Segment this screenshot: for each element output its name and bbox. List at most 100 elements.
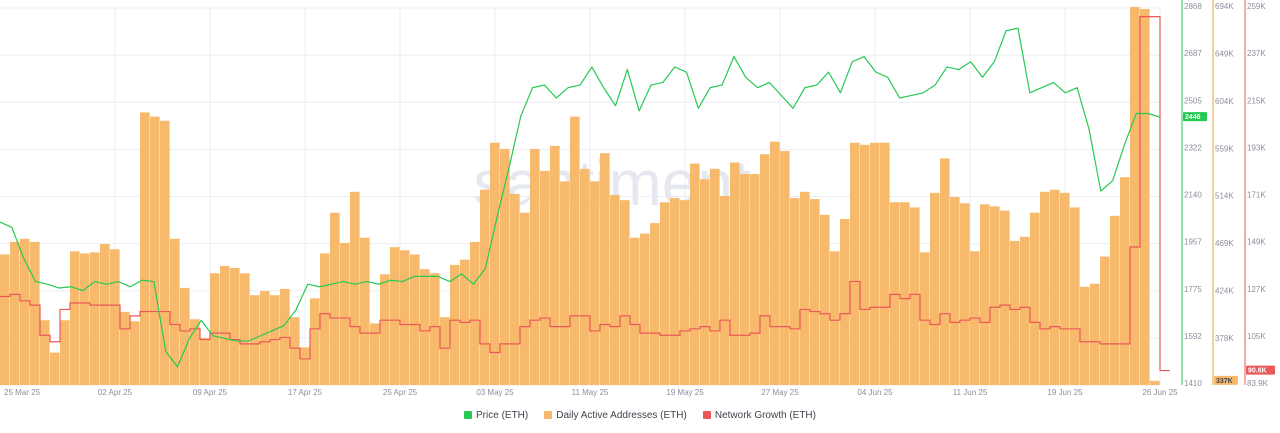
daa-bar xyxy=(940,158,950,385)
daa-bar xyxy=(390,247,400,385)
daa-bar xyxy=(820,214,830,385)
daa-bar xyxy=(1060,192,1070,385)
daa-bar xyxy=(1100,256,1110,385)
legend-item-price[interactable]: Price (ETH) xyxy=(464,410,528,421)
daa-bar xyxy=(570,116,580,386)
daa-bar xyxy=(620,200,630,385)
daa-bar xyxy=(1120,177,1130,385)
growth-axis-tick: 237K xyxy=(1247,49,1266,58)
growth-axis-tick: 83.9K xyxy=(1247,379,1269,388)
daa-bar xyxy=(650,223,660,385)
daa-axis-tick: 694K xyxy=(1215,2,1234,11)
daa-bar xyxy=(240,273,250,385)
daa-axis-tick: 469K xyxy=(1215,239,1234,248)
daa-bar xyxy=(590,181,600,385)
price-axis-tick: 1775 xyxy=(1184,285,1202,294)
daa-bar xyxy=(250,295,260,385)
daa-bar xyxy=(100,244,110,385)
daa-swatch-icon xyxy=(544,411,553,419)
growth-axis-current-value: 90.6K xyxy=(1248,368,1267,375)
daa-bar xyxy=(80,253,90,385)
daa-axis-tick: 559K xyxy=(1215,144,1234,153)
daa-bar xyxy=(70,251,80,385)
daa-bar xyxy=(630,237,640,385)
growth-axis-tick: 127K xyxy=(1247,285,1266,294)
daa-bar xyxy=(920,252,930,385)
daa-bar xyxy=(560,181,570,385)
daa-bar xyxy=(1050,189,1060,385)
daa-bar xyxy=(1030,212,1040,385)
daa-bar xyxy=(750,174,760,385)
daa-bar xyxy=(1150,380,1160,385)
daa-bar xyxy=(1070,207,1080,385)
x-tick-label: 27 May 25 xyxy=(761,388,799,397)
daa-bar xyxy=(810,199,820,385)
legend-item-daa[interactable]: Daily Active Addresses (ETH) xyxy=(544,410,687,421)
legend-item-growth[interactable]: Network Growth (ETH) xyxy=(702,409,816,421)
daa-bar xyxy=(320,253,330,385)
legend-label-price: Price (ETH) xyxy=(476,409,529,421)
legend-label-growth: Network Growth (ETH) xyxy=(714,409,816,421)
daa-axis-current-badge xyxy=(1214,375,1238,385)
daa-bar xyxy=(740,174,750,385)
price-axis-tick: 2322 xyxy=(1184,143,1202,152)
daa-bar xyxy=(790,198,800,385)
daa-bar xyxy=(60,320,70,385)
daa-bar xyxy=(950,197,960,385)
daa-bar xyxy=(10,241,20,385)
daa-bar xyxy=(720,195,730,385)
growth-axis-tick: 193K xyxy=(1247,143,1266,152)
daa-bar xyxy=(50,352,60,385)
daa-bar xyxy=(300,347,310,385)
daa-bar xyxy=(500,148,510,385)
daa-bar xyxy=(400,250,410,385)
daa-bar xyxy=(120,311,130,385)
daa-bar xyxy=(880,142,890,385)
daa-bar xyxy=(890,202,900,385)
daa-bar xyxy=(1010,240,1020,385)
price-axis-tick: 1957 xyxy=(1184,238,1202,247)
daa-bar xyxy=(1130,6,1140,386)
price-axis-tick: 1592 xyxy=(1184,332,1202,341)
daa-bar xyxy=(1090,283,1100,385)
daa-bar xyxy=(310,298,320,385)
daa-bar xyxy=(20,238,30,385)
daa-bar xyxy=(680,200,690,385)
daa-bar xyxy=(260,291,270,385)
x-tick-label: 17 Apr 25 xyxy=(288,388,323,397)
daa-bar xyxy=(450,264,460,385)
daa-bar xyxy=(850,142,860,385)
x-tick-label: 11 Jun 25 xyxy=(953,388,988,397)
daa-bar xyxy=(30,241,40,385)
growth-axis-tick: 215K xyxy=(1247,96,1266,105)
daa-bar xyxy=(380,274,390,385)
price-axis-tick: 2140 xyxy=(1184,191,1202,200)
x-tick-label: 26 Jun 25 xyxy=(1142,388,1178,397)
x-tick-label: 25 Apr 25 xyxy=(383,388,418,397)
daa-bar xyxy=(610,194,620,385)
daa-bar xyxy=(330,212,340,385)
daa-axis-tick: 604K xyxy=(1215,97,1234,106)
x-tick-label: 25 Mar 25 xyxy=(4,388,41,397)
price-axis-tick: 2505 xyxy=(1184,96,1202,105)
daa-bar xyxy=(140,112,150,386)
daa-bar xyxy=(350,191,360,385)
daa-bar xyxy=(980,204,990,385)
daa-bar xyxy=(210,273,220,385)
daa-bar xyxy=(640,233,650,385)
daa-bar xyxy=(710,168,720,385)
daa-bar xyxy=(600,153,610,385)
price-axis-tick: 2868 xyxy=(1184,2,1202,11)
daa-axis-tick: 424K xyxy=(1215,287,1234,296)
daa-bar xyxy=(130,321,140,385)
daa-bar xyxy=(490,142,500,385)
daa-bar xyxy=(230,268,240,385)
daa-bar xyxy=(660,202,670,385)
x-tick-label: 04 Jun 25 xyxy=(857,388,893,397)
daa-bar xyxy=(830,251,840,385)
daa-bar xyxy=(510,193,520,385)
x-tick-label: 02 Apr 25 xyxy=(98,388,133,397)
growth-axis-tick: 105K xyxy=(1247,332,1266,341)
daa-axis-tick: 514K xyxy=(1215,192,1234,201)
growth-axis-tick: 259K xyxy=(1247,2,1266,11)
